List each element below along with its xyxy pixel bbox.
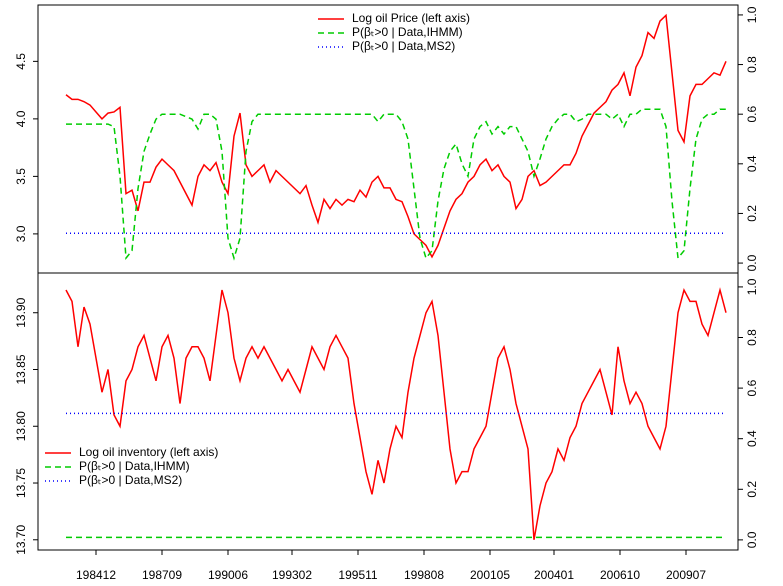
x-tick-label: 199808 <box>404 568 444 582</box>
x-tick-label: 200610 <box>600 568 640 582</box>
y-tick-label: 13.80 <box>14 411 28 441</box>
x-tick-label: 199302 <box>272 568 312 582</box>
series-line <box>65 13 727 259</box>
y2-tick-label: 0.0 <box>745 531 759 548</box>
y-tick-label: 13.70 <box>14 524 28 554</box>
y2-tick-label: 1.0 <box>745 6 759 23</box>
legend-label: P(βₜ>0 | Data,IHMM) <box>79 459 190 473</box>
y2-tick-label: 0.6 <box>745 379 759 396</box>
x-tick-label: 200907 <box>666 568 706 582</box>
legend-label: Log oil Price (left axis) <box>352 11 470 25</box>
y-tick-label: 13.90 <box>14 297 28 327</box>
y-tick-label: 4.0 <box>14 110 28 127</box>
legend-label: P(βₜ>0 | Data,MS2) <box>79 473 182 487</box>
y-tick-label: 3.0 <box>14 225 28 242</box>
y2-tick-label: 0.4 <box>745 430 759 447</box>
y2-tick-label: 0.4 <box>745 155 759 172</box>
y2-tick-label: 0.2 <box>745 205 759 222</box>
x-tick-label: 198709 <box>142 568 182 582</box>
x-tick-label: 199006 <box>208 568 248 582</box>
legend-label: Log oil inventory (left axis) <box>79 445 218 459</box>
plot-frame <box>37 4 739 551</box>
y2-tick-label: 0.2 <box>745 481 759 498</box>
x-tick-label: 200105 <box>470 568 510 582</box>
y2-tick-label: 0.8 <box>745 56 759 73</box>
y2-tick-label: 0.6 <box>745 106 759 123</box>
y-tick-label: 13.85 <box>14 354 28 384</box>
y2-tick-label: 0.0 <box>745 254 759 271</box>
x-tick-label: 200401 <box>534 568 574 582</box>
y-tick-label: 13.75 <box>14 468 28 498</box>
y-tick-label: 3.5 <box>14 168 28 185</box>
y2-tick-label: 1.0 <box>745 278 759 295</box>
legend-label: P(βₜ>0 | Data,IHMM) <box>352 25 463 39</box>
y2-tick-label: 0.8 <box>745 329 759 346</box>
x-tick-label: 199511 <box>338 568 377 582</box>
x-tick-label: 198412 <box>76 568 116 582</box>
series-line <box>66 108 726 261</box>
series-line <box>65 287 727 540</box>
y-tick-label: 4.5 <box>14 53 28 70</box>
legend-label: P(βₜ>0 | Data,MS2) <box>352 39 455 53</box>
